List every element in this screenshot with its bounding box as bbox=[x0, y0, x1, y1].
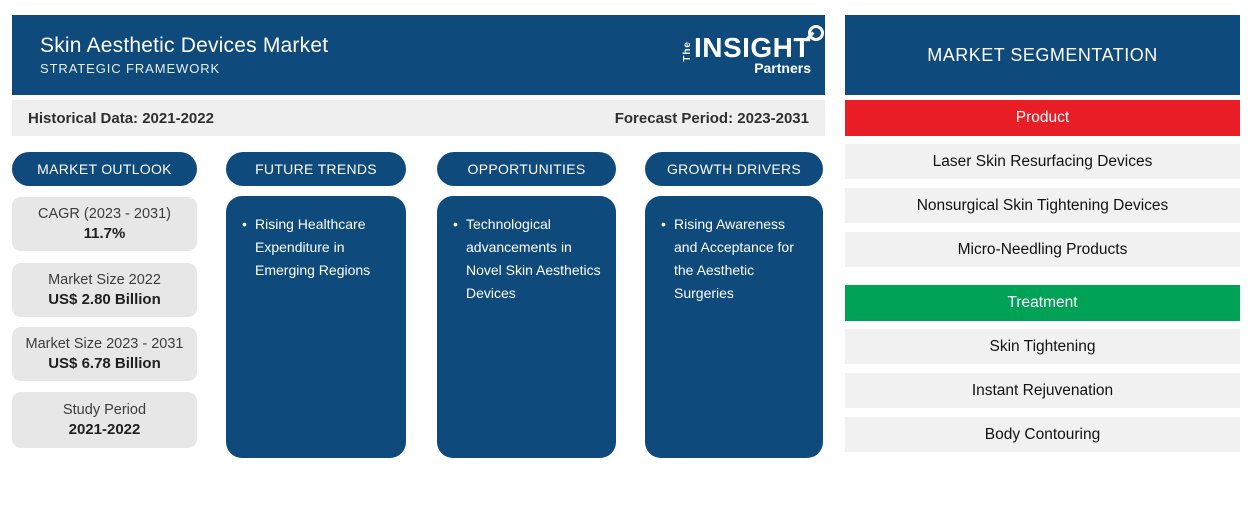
stat-market-size-2023-2031: Market Size 2023 - 2031 US$ 6.78 Billion bbox=[12, 327, 197, 381]
segment-item: Instant Rejuvenation bbox=[845, 373, 1240, 408]
stat-label: Study Period bbox=[62, 402, 147, 418]
logo-main: INSIGHT Partners bbox=[693, 25, 824, 76]
forecast-period-label: Forecast Period: 2023-2031 bbox=[614, 109, 809, 127]
stat-market-size-2022: Market Size 2022 US$ 2.80 Billion bbox=[12, 263, 197, 317]
segment-group-product: Product bbox=[845, 100, 1240, 136]
segment-group-treatment: Treatment bbox=[845, 285, 1240, 321]
stat-study-period: Study Period 2021-2022 bbox=[12, 392, 197, 448]
segment-item: Micro-Needling Products bbox=[845, 232, 1240, 267]
growth-drivers-pill: GROWTH DRIVERS bbox=[645, 152, 823, 186]
growth-drivers-box: Rising Awareness and Acceptance for the … bbox=[645, 196, 823, 458]
stat-label: Market Size 2023 - 2031 bbox=[25, 336, 184, 352]
segment-item: Laser Skin Resurfacing Devices bbox=[845, 144, 1240, 179]
title-text: Skin Aesthetic Devices Market STRATEGIC … bbox=[12, 34, 328, 76]
segment-item: Body Contouring bbox=[845, 417, 1240, 452]
future-trends-pill: FUTURE TRENDS bbox=[226, 152, 406, 186]
logo-the-text: The bbox=[681, 41, 693, 62]
insight-partners-logo: The INSIGHT Partners bbox=[681, 25, 824, 76]
market-outlook-pill: MARKET OUTLOOK bbox=[12, 152, 197, 186]
segment-item: Skin Tightening bbox=[845, 329, 1240, 364]
future-trends-bullet: Rising Healthcare Expenditure in Emergin… bbox=[242, 213, 392, 282]
opportunities-bullet: Technological advancements in Novel Skin… bbox=[453, 213, 602, 305]
stat-value: US$ 2.80 Billion bbox=[48, 291, 161, 308]
opportunities-pill: OPPORTUNITIES bbox=[437, 152, 616, 186]
market-segmentation-header: MARKET SEGMENTATION bbox=[845, 15, 1240, 95]
magnifier-icon bbox=[808, 25, 824, 41]
logo-partners-text: Partners bbox=[754, 60, 811, 76]
growth-drivers-bullet: Rising Awareness and Acceptance for the … bbox=[661, 213, 809, 305]
title-bar: Skin Aesthetic Devices Market STRATEGIC … bbox=[12, 15, 825, 95]
page-title: Skin Aesthetic Devices Market bbox=[40, 34, 329, 57]
logo-insight-text: INSIGHT bbox=[693, 32, 811, 63]
opportunities-box: Technological advancements in Novel Skin… bbox=[437, 196, 616, 458]
segment-item: Nonsurgical Skin Tightening Devices bbox=[845, 188, 1240, 223]
stat-cagr: CAGR (2023 - 2031) 11.7% bbox=[12, 197, 197, 251]
stat-label: Market Size 2022 bbox=[48, 272, 161, 288]
future-trends-box: Rising Healthcare Expenditure in Emergin… bbox=[226, 196, 406, 458]
stat-value: US$ 6.78 Billion bbox=[48, 355, 161, 372]
stat-value: 2021-2022 bbox=[68, 421, 141, 438]
stat-value: 11.7% bbox=[83, 225, 126, 242]
historical-data-label: Historical Data: 2021-2022 bbox=[28, 109, 214, 127]
stat-label: CAGR (2023 - 2031) bbox=[38, 206, 171, 222]
page-subtitle: STRATEGIC FRAMEWORK bbox=[40, 61, 221, 76]
period-bar: Historical Data: 2021-2022 Forecast Peri… bbox=[12, 100, 825, 136]
